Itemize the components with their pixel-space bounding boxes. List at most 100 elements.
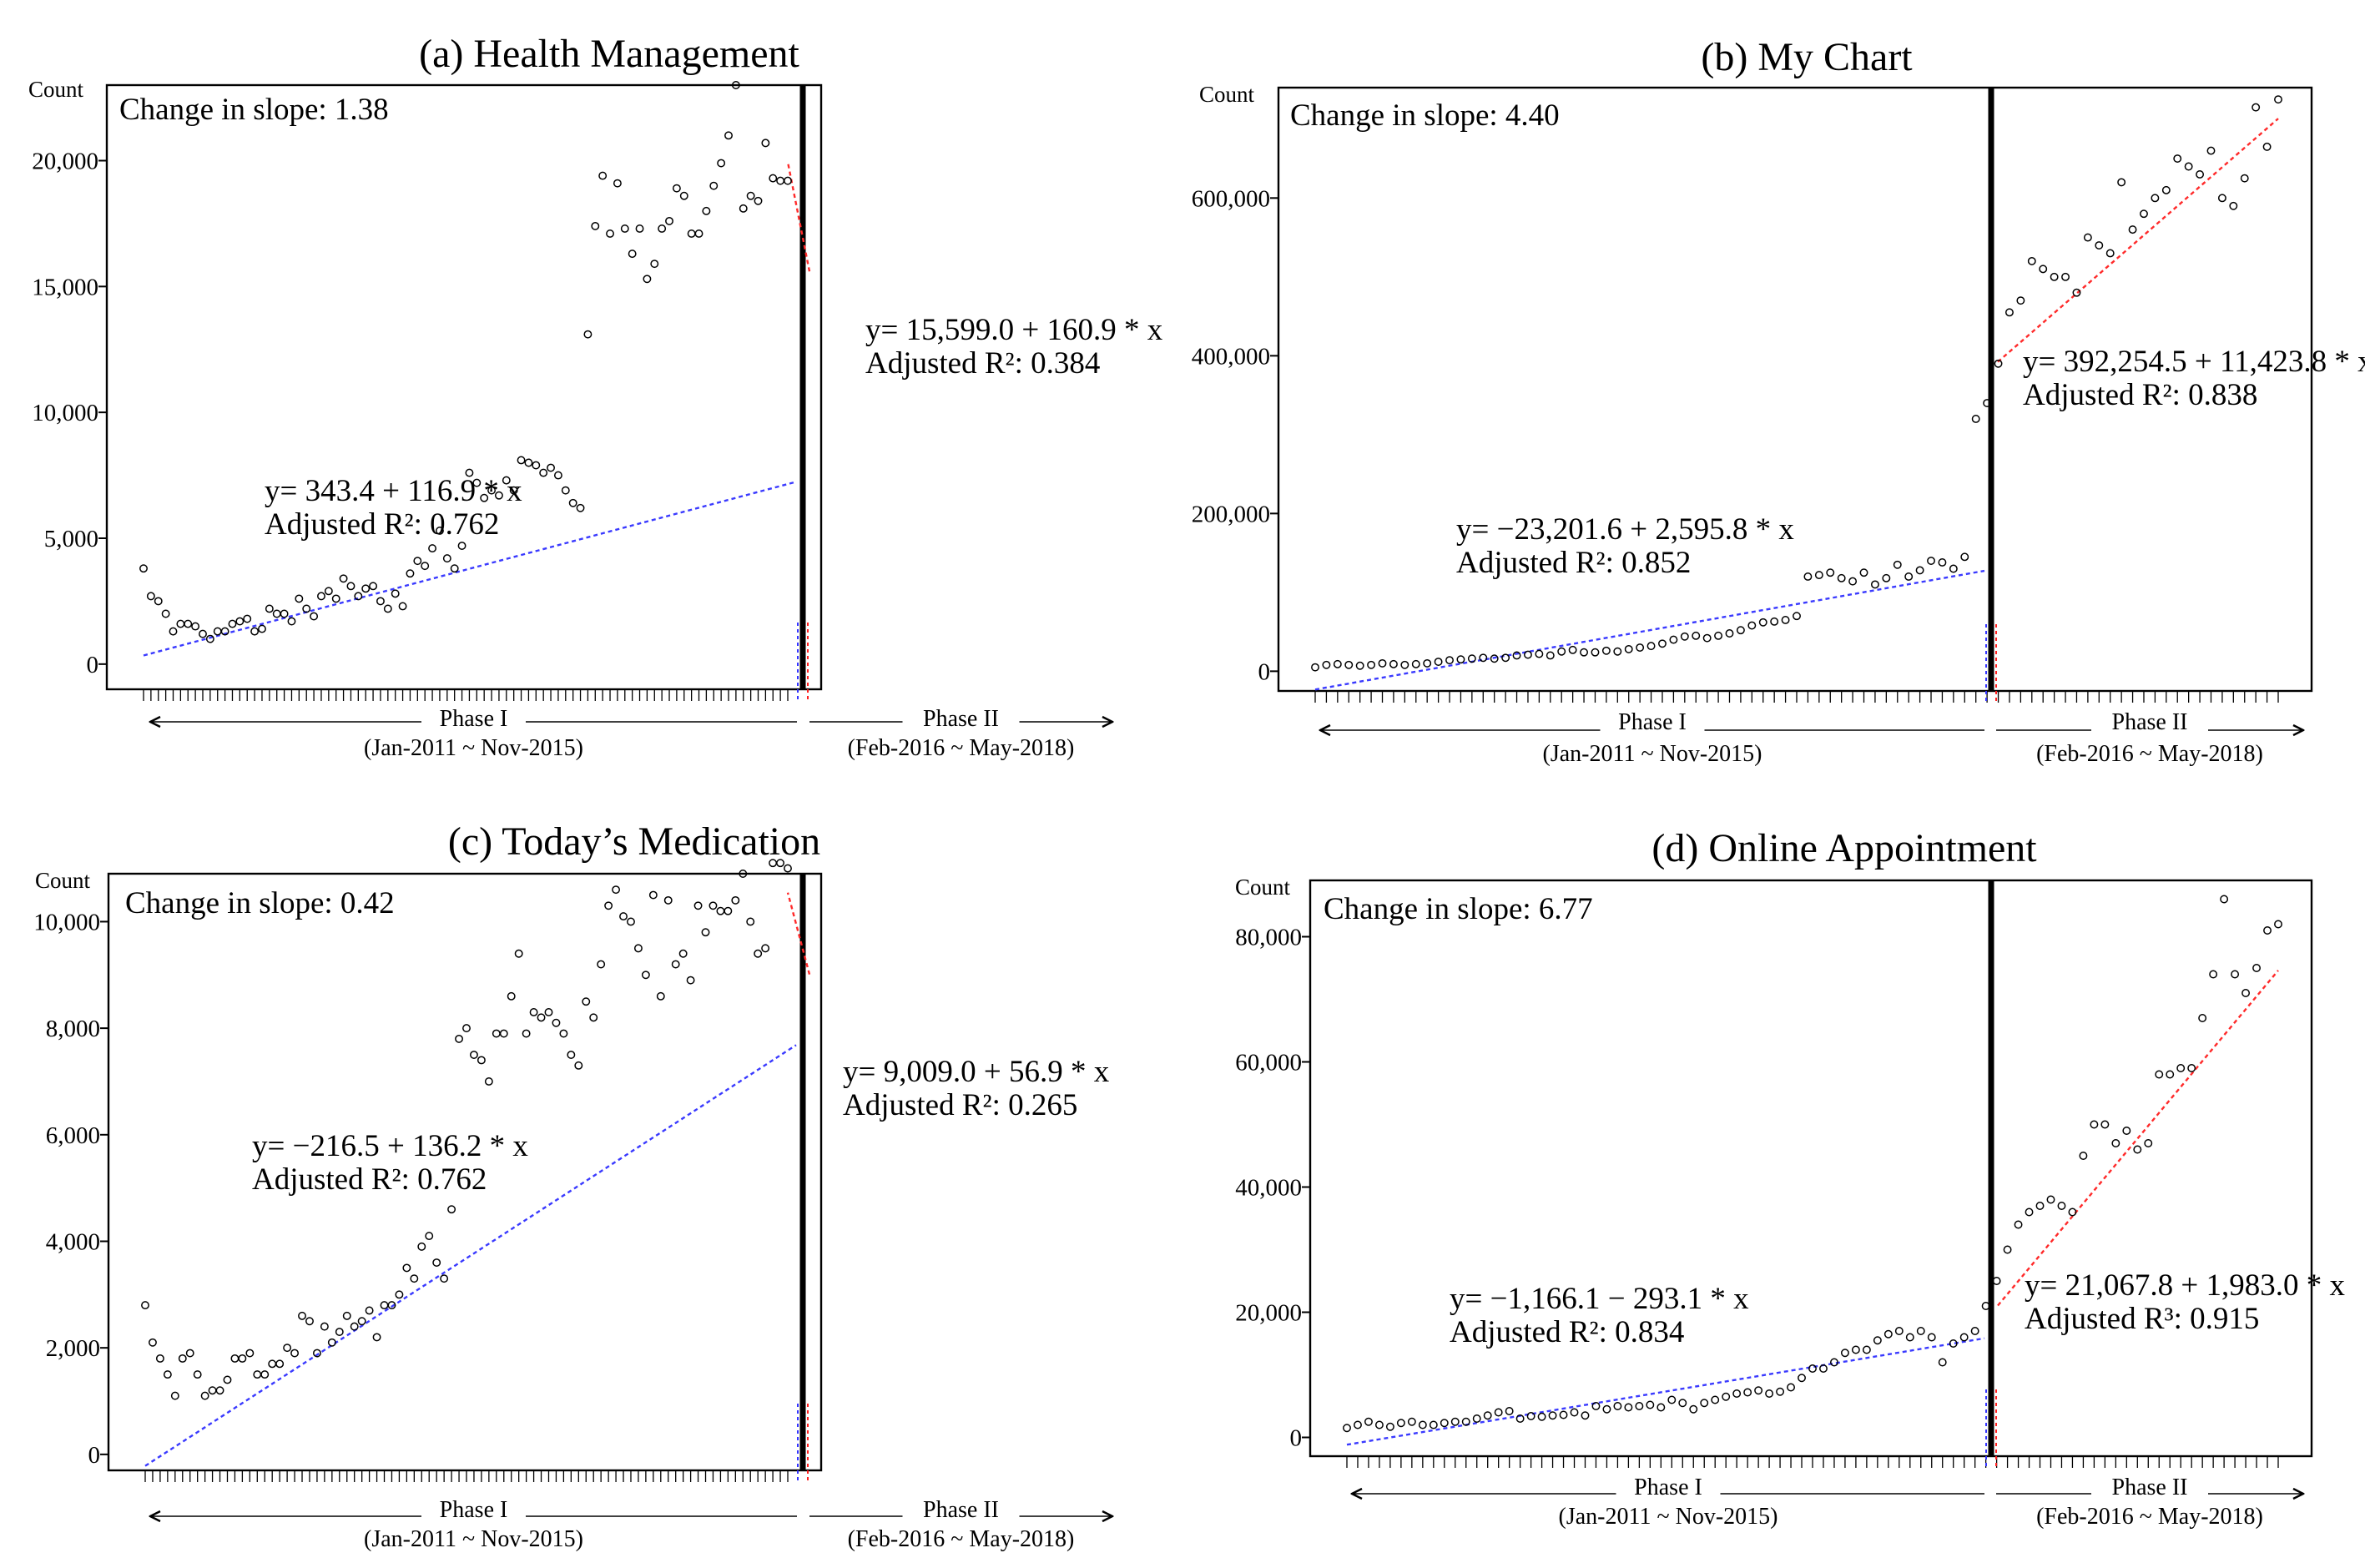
- phase2-point: [2057, 1202, 2066, 1210]
- phase2-point: [672, 184, 681, 193]
- phase1-point: [567, 1051, 576, 1060]
- phase2-point: [754, 949, 763, 958]
- phase2-point: [658, 224, 667, 233]
- y-tick-label: 600,000: [1192, 185, 1270, 212]
- y-tick-label: 2,000: [46, 1335, 100, 1362]
- phase1-point: [1434, 658, 1443, 666]
- phase2-point: [2039, 265, 2048, 274]
- phase1-point: [387, 1301, 396, 1310]
- phase1-point: [1472, 1414, 1481, 1423]
- phase1-point: [1883, 1329, 1893, 1339]
- phase2-label: Phase II: [2112, 709, 2188, 735]
- phase1-point: [522, 1029, 531, 1038]
- phase1-point: [208, 1386, 217, 1395]
- phase1-point: [312, 1349, 321, 1358]
- phase1-point: [324, 587, 333, 596]
- phase1-point: [450, 564, 459, 573]
- phase1-point: [287, 617, 296, 626]
- phase1-point: [462, 1024, 471, 1033]
- phase2-trend-line: [786, 892, 811, 976]
- phase1-point: [1559, 1410, 1568, 1419]
- y-tick-label: 8,000: [46, 1016, 100, 1042]
- y-tick-label: 10,000: [33, 909, 100, 935]
- phase2-label: Phase II: [2112, 1475, 2188, 1500]
- phase1-point: [1770, 617, 1779, 626]
- phase1-point: [395, 1290, 404, 1299]
- phase2-point: [635, 224, 644, 233]
- phase2-r2: Adjusted R²: 0.838: [2023, 378, 2257, 412]
- phase2-point: [2105, 249, 2115, 258]
- phase1-point: [455, 1034, 463, 1043]
- phase2-point: [2014, 1220, 2023, 1229]
- phase1-point: [339, 574, 348, 583]
- phase1-r2: Adjusted R²: 0.852: [1456, 546, 1691, 580]
- phase1-point: [149, 1338, 157, 1347]
- phase1-point: [552, 1018, 561, 1027]
- phase1-point: [1848, 577, 1858, 586]
- phase2-point: [1981, 1302, 1990, 1310]
- phase1-point: [559, 1029, 568, 1038]
- phase2-point: [784, 176, 792, 185]
- phase1-label: Phase I: [1634, 1475, 1702, 1500]
- phase1-point: [253, 1370, 262, 1379]
- phase1-point: [260, 1370, 270, 1379]
- phase1-point: [1546, 651, 1555, 660]
- phase1-point: [413, 557, 422, 566]
- phase1-point: [1916, 1327, 1925, 1335]
- phase1-point: [1526, 1412, 1535, 1420]
- phase1-point: [502, 476, 511, 485]
- phase2-point: [2173, 154, 2182, 164]
- phase1-point: [1411, 659, 1420, 668]
- phase2-point: [776, 859, 784, 868]
- phase1-point: [1483, 1411, 1492, 1420]
- phase1-point: [440, 1274, 449, 1283]
- phase1-point: [1624, 1403, 1633, 1412]
- phase1-point: [421, 562, 430, 571]
- phase2-point: [2083, 233, 2092, 242]
- phase1-point: [280, 609, 289, 618]
- phase2-point: [591, 221, 600, 230]
- phase1-label-bg: [421, 704, 526, 733]
- phase1-point: [1445, 656, 1454, 665]
- phase1-point: [1711, 1395, 1720, 1404]
- phase2-point: [2151, 194, 2160, 203]
- phase1-point: [1557, 647, 1566, 656]
- phase1-point: [369, 582, 378, 591]
- phase2-point: [739, 870, 748, 878]
- phase1-point: [191, 622, 200, 631]
- phase1-point: [176, 619, 185, 628]
- phase1-point: [410, 1274, 419, 1283]
- phase1-point: [295, 594, 304, 603]
- phase1-point: [1959, 1333, 1969, 1342]
- phase1-point: [544, 1008, 553, 1016]
- phase1-point: [442, 554, 451, 563]
- phase2-point: [2111, 1139, 2120, 1147]
- phase2-label-bg: [2091, 1473, 2208, 1501]
- phase1-label: Phase I: [440, 1497, 508, 1523]
- phase1-point: [574, 1061, 583, 1070]
- phase2-point: [2187, 1064, 2196, 1072]
- phase1-point: [155, 1354, 164, 1363]
- phase1-point: [357, 1317, 366, 1326]
- phase1-point: [1494, 1408, 1503, 1417]
- phase2-point: [641, 971, 650, 980]
- phase1-point: [302, 604, 311, 613]
- phase1-point: [561, 486, 570, 495]
- phase1-point: [1602, 1404, 1611, 1414]
- phase2-point: [628, 250, 637, 259]
- phase2-point: [679, 191, 688, 200]
- phase1-label: Phase I: [1618, 709, 1687, 735]
- phase1-point: [1591, 648, 1600, 657]
- phase1-point: [494, 491, 503, 500]
- phase2-point: [2005, 308, 2014, 317]
- phase2-point: [716, 906, 725, 915]
- phase2-point: [2095, 241, 2104, 250]
- phase1-point: [499, 1029, 508, 1038]
- phase1-label-bg: [421, 1495, 526, 1524]
- phase1-point: [1803, 572, 1813, 581]
- y-tick-label: 10,000: [32, 400, 98, 426]
- phase2-point: [2144, 1139, 2153, 1147]
- phase2-point: [2140, 209, 2148, 219]
- phase1-label: Phase I: [440, 706, 508, 732]
- phase1-point: [1400, 660, 1409, 669]
